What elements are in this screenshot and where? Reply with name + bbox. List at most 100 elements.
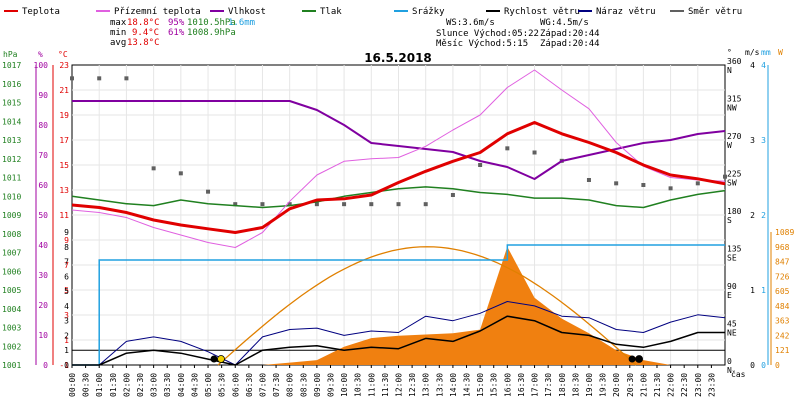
x-tick-label: 01:30 bbox=[109, 373, 118, 397]
legend-label: Směr větru bbox=[688, 7, 742, 17]
x-tick-label: 18:00 bbox=[558, 373, 567, 397]
x-tick-label: 07:30 bbox=[272, 373, 281, 397]
x-tick-label: 10:30 bbox=[354, 373, 363, 397]
wind-direction-point bbox=[97, 76, 102, 81]
temp-tick: 23 bbox=[59, 61, 69, 70]
hpa-tick: 1004 bbox=[2, 305, 21, 314]
wind-direction-point bbox=[151, 166, 156, 171]
wind-direction-point bbox=[396, 202, 401, 207]
sun-curve bbox=[217, 246, 637, 366]
wind-direction-point bbox=[450, 193, 455, 197]
w-axis-unit: W bbox=[778, 48, 783, 57]
x-tick-label: 02:30 bbox=[136, 373, 145, 397]
dir-axis-unit: ° bbox=[727, 48, 732, 57]
wind-direction-point bbox=[369, 202, 374, 207]
wind-direction-point bbox=[532, 150, 537, 155]
temp-tick: 21 bbox=[59, 86, 69, 95]
dir-tick-cardinal: S bbox=[727, 216, 732, 225]
wind-tick-left: 9 bbox=[64, 228, 69, 237]
wind-direction-point bbox=[287, 202, 292, 207]
wind-direction-point bbox=[70, 76, 74, 81]
stats-wind-speed: WS:3.6m/s bbox=[446, 18, 495, 28]
x-tick-label: 15:00 bbox=[476, 373, 485, 397]
x-tick-label: 20:30 bbox=[626, 373, 635, 397]
sunrise-icon bbox=[217, 355, 225, 363]
stats-min-label: min bbox=[110, 28, 126, 38]
w-tick: 121 bbox=[775, 346, 790, 355]
wind-tick-left: 6 bbox=[64, 272, 69, 281]
stats-avg-label: avg bbox=[110, 38, 126, 48]
x-tick-label: 00:30 bbox=[82, 373, 91, 397]
pct-axis-unit: % bbox=[38, 50, 43, 59]
hpa-tick: 1006 bbox=[2, 267, 21, 276]
temp-tick: 13 bbox=[59, 186, 69, 195]
wind-speed-series bbox=[72, 315, 725, 366]
wind-direction-point bbox=[260, 202, 265, 207]
mm-tick: 0 bbox=[761, 361, 766, 370]
stats-moon-rise: Měsíc Východ:5:15 bbox=[436, 39, 528, 49]
hpa-tick: 1011 bbox=[2, 174, 21, 183]
wind-gust-series bbox=[72, 301, 726, 366]
pct-tick: 0 bbox=[43, 361, 48, 370]
temperature-series bbox=[71, 121, 726, 234]
x-tick-label: 19:30 bbox=[599, 373, 608, 397]
wind-tick-left: 3 bbox=[64, 317, 69, 326]
wind-direction-point bbox=[695, 181, 700, 186]
wind-direction-point bbox=[586, 178, 591, 182]
stats-sun-rise: Slunce Východ:05:22 bbox=[436, 29, 539, 39]
temp-tick: 9 bbox=[64, 236, 69, 245]
stats-avg-temp: 13.8°C bbox=[127, 38, 160, 48]
x-tick-label: 13:30 bbox=[435, 373, 444, 397]
mm-tick: 4 bbox=[761, 61, 766, 70]
dir-tick-cardinal: W bbox=[727, 141, 732, 150]
temp-tick: 1 bbox=[64, 336, 69, 345]
ms-tick: 1 bbox=[750, 286, 755, 295]
x-tick-label: 23:30 bbox=[707, 373, 716, 397]
temp-tick: 11 bbox=[59, 211, 69, 220]
hpa-tick: 1007 bbox=[2, 249, 21, 258]
mm-tick: 1 bbox=[761, 286, 766, 295]
x-tick-label: 13:00 bbox=[422, 373, 431, 397]
ms-tick: 4 bbox=[750, 61, 755, 70]
mm-tick: 3 bbox=[761, 136, 766, 145]
temp-tick: 19 bbox=[59, 111, 69, 120]
hpa-tick: 1009 bbox=[2, 211, 21, 220]
mm-tick: 2 bbox=[761, 211, 766, 220]
x-tick-label: 05:30 bbox=[218, 373, 227, 397]
sunrise-moon-icon bbox=[210, 355, 218, 363]
x-tick-label: 19:00 bbox=[585, 373, 594, 397]
x-tick-label: 10:00 bbox=[340, 373, 349, 397]
x-tick-label: 03:00 bbox=[150, 373, 159, 397]
dir-tick: 270 bbox=[727, 132, 742, 141]
stats-moon-set: Západ:20:44 bbox=[540, 39, 600, 49]
temp-tick: 7 bbox=[64, 261, 69, 270]
dir-tick: 90 bbox=[727, 282, 737, 291]
wind-tick-left: 0 bbox=[64, 361, 69, 370]
pct-tick: 40 bbox=[38, 241, 48, 250]
x-tick-label: 22:00 bbox=[667, 373, 676, 397]
x-tick-label: 06:00 bbox=[231, 373, 240, 397]
hpa-tick: 1013 bbox=[2, 136, 21, 145]
legend-label: Teplota bbox=[22, 7, 60, 17]
temp-tick: 5 bbox=[64, 286, 69, 295]
x-tick-label: 02:00 bbox=[122, 373, 131, 397]
x-tick-label: 23:00 bbox=[694, 373, 703, 397]
x-tick-label: 09:00 bbox=[313, 373, 322, 397]
w-tick: 847 bbox=[775, 258, 790, 267]
x-tick-label: 16:30 bbox=[517, 373, 526, 397]
rain-series bbox=[72, 244, 725, 366]
dir-tick: 45 bbox=[727, 320, 737, 329]
pct-tick: 80 bbox=[38, 121, 48, 130]
stats-max-label: max bbox=[110, 18, 127, 28]
pct-tick: 10 bbox=[38, 331, 48, 340]
x-tick-label: 07:00 bbox=[258, 373, 267, 397]
x-tick-label: 22:30 bbox=[680, 373, 689, 397]
legend-label: Vlhkost bbox=[228, 7, 266, 17]
x-tick-label: 00:00 bbox=[68, 373, 77, 397]
dir-tick: 135 bbox=[727, 245, 742, 254]
wind-direction-point bbox=[668, 186, 673, 191]
x-tick-label: 20:00 bbox=[612, 373, 621, 397]
temp-tick: -1 bbox=[59, 361, 69, 370]
w-tick: 968 bbox=[775, 243, 790, 252]
